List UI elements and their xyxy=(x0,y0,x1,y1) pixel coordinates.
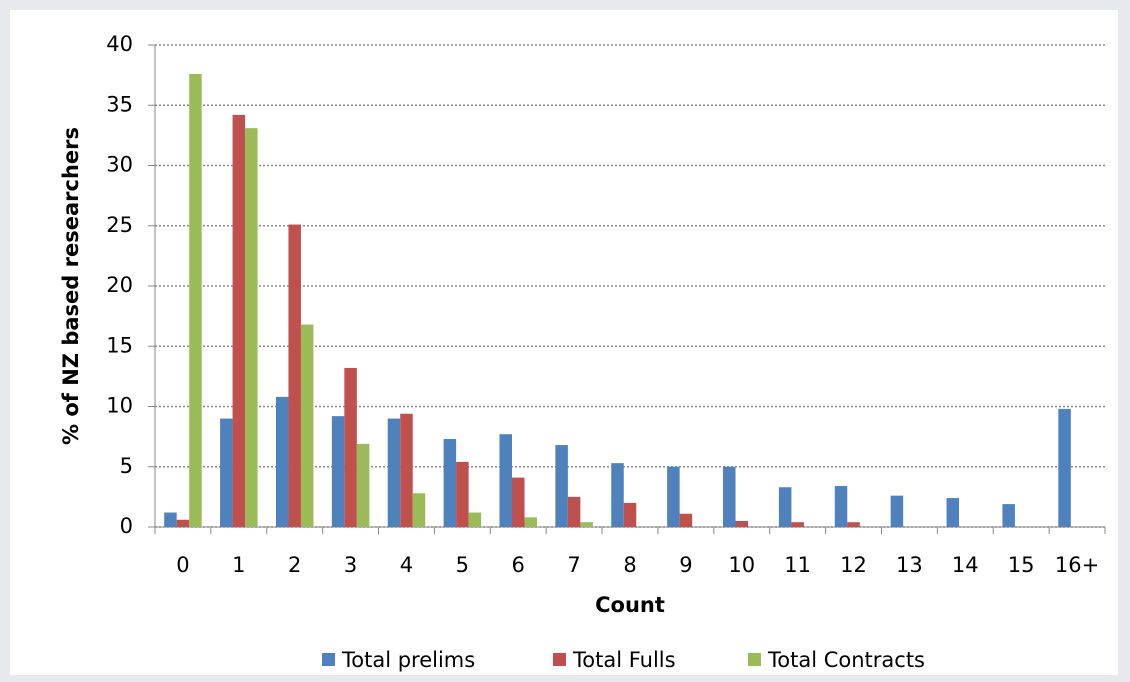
bar xyxy=(176,519,190,527)
y-tick-label: 35 xyxy=(106,92,133,116)
legend-label: Total prelims xyxy=(341,648,475,672)
x-tick-label: 2 xyxy=(288,553,301,577)
bar xyxy=(524,517,537,527)
bar xyxy=(499,434,512,527)
x-tick-label: 13 xyxy=(896,553,923,577)
bar xyxy=(580,522,593,527)
x-tick-label: 15 xyxy=(1008,553,1035,577)
x-tick-label: 12 xyxy=(840,553,867,577)
bar xyxy=(555,445,568,527)
bar xyxy=(300,324,314,527)
bar xyxy=(623,502,637,527)
bar xyxy=(791,522,804,527)
bar xyxy=(456,461,469,527)
bar xyxy=(834,486,848,527)
bar xyxy=(679,513,693,527)
bar xyxy=(275,396,289,527)
legend-swatch xyxy=(748,653,761,666)
y-tick-label: 25 xyxy=(106,213,133,237)
bar xyxy=(400,413,413,527)
x-tick-label: 1 xyxy=(232,553,245,577)
bar xyxy=(331,416,345,527)
y-tick-label: 20 xyxy=(106,273,133,297)
x-tick-label: 14 xyxy=(952,553,979,577)
bar xyxy=(778,487,792,527)
legend-label: Total Fulls xyxy=(572,648,676,672)
x-tick-label: 11 xyxy=(784,553,811,577)
x-tick-label: 6 xyxy=(512,553,525,577)
bar xyxy=(220,418,233,527)
x-tick-label: 8 xyxy=(623,553,636,577)
y-tick-label: 10 xyxy=(106,394,133,418)
x-tick-label: 9 xyxy=(679,553,692,577)
y-tick-label: 40 xyxy=(106,32,133,56)
bar xyxy=(189,73,202,528)
legend-swatch xyxy=(322,653,335,666)
x-tick-label: 10 xyxy=(728,553,755,577)
x-tick-label: 7 xyxy=(567,553,580,577)
bar xyxy=(387,418,401,527)
legend-swatch xyxy=(553,653,566,666)
bar xyxy=(946,498,960,527)
x-axis-title: Count xyxy=(595,593,665,617)
bar xyxy=(511,477,525,527)
bar xyxy=(164,512,177,527)
bar xyxy=(245,128,258,527)
x-tick-label: 3 xyxy=(344,553,357,577)
bar xyxy=(667,466,680,527)
y-tick-label: 0 xyxy=(120,514,133,538)
bar xyxy=(1058,408,1071,527)
x-tick-label: 4 xyxy=(400,553,413,577)
bar xyxy=(611,463,624,527)
bar xyxy=(412,493,426,527)
bar xyxy=(344,367,357,527)
bar xyxy=(890,495,904,527)
x-tick-label: 5 xyxy=(456,553,469,577)
bar xyxy=(567,496,581,527)
bar xyxy=(1002,504,1015,527)
legend-label: Total Contracts xyxy=(767,648,925,672)
y-tick-label: 30 xyxy=(106,153,133,177)
bar xyxy=(288,224,301,528)
x-tick-label: 16+ xyxy=(1055,553,1099,577)
bar xyxy=(847,522,860,527)
y-axis-title: % of NZ based researchers xyxy=(59,127,83,445)
y-tick-label: 5 xyxy=(120,454,133,478)
x-tick-label: 0 xyxy=(176,553,189,577)
bar xyxy=(232,114,246,527)
bar xyxy=(443,439,457,527)
bar xyxy=(735,520,749,527)
bar xyxy=(723,466,736,527)
bar xyxy=(356,443,370,527)
bar xyxy=(468,512,482,527)
y-tick-label: 15 xyxy=(106,333,133,357)
